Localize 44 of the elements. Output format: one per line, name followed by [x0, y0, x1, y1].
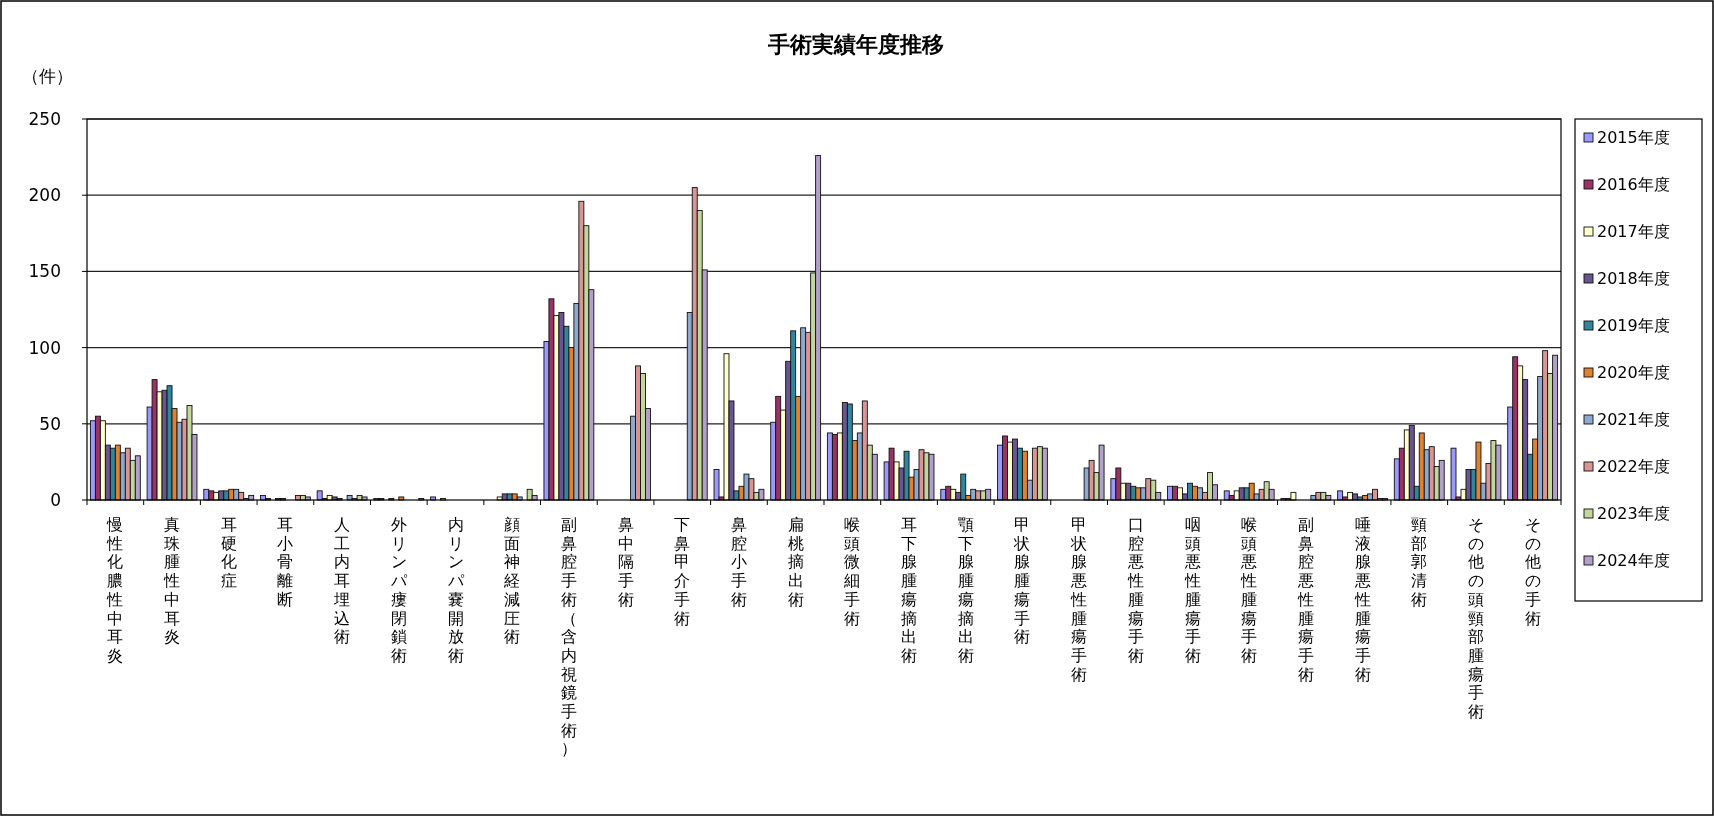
y-tick-label: 50: [39, 413, 61, 434]
y-tick-label: 250: [28, 109, 61, 129]
legend-label: 2024年度: [1597, 551, 1670, 570]
x-tick-label: 扁桃摘出術: [787, 515, 804, 609]
chart-title: 手術実績年度推移: [767, 32, 944, 57]
x-tick-label: 鼻中隔手術: [617, 515, 634, 609]
y-tick-label: 100: [28, 337, 61, 358]
legend-label: 2022年度: [1597, 457, 1670, 476]
legend-label: 2017年度: [1597, 222, 1670, 241]
x-tick-label: 喉頭悪性腫瘍手術: [1240, 515, 1258, 665]
x-tick-label: 内リンパ嚢開放術: [446, 515, 465, 665]
category-label: 副鼻腔悪性腫瘍手術: [1297, 515, 1314, 684]
legend-label: 2023年度: [1597, 504, 1670, 523]
legend-label: 2015年度: [1597, 128, 1670, 147]
x-tick-label: 口腔悪性腫瘍手術: [1126, 515, 1144, 665]
x-tick-label: 顎下腺腫瘍摘出術: [957, 515, 974, 665]
legend-label: 2019年度: [1597, 316, 1670, 335]
y-axis-title: （件）: [22, 66, 73, 86]
category-label: 唾液腺悪性腫瘍手術: [1354, 515, 1371, 684]
legend-label: 2020年度: [1597, 363, 1670, 382]
category-label: 副鼻腔手術（含内視鏡手術）: [560, 515, 577, 759]
x-tick-label: 顔面神経減圧術: [503, 515, 521, 647]
x-tick-label: 人工内耳埋込術: [333, 515, 351, 647]
x-tick-label: 慢性化膿性中耳炎: [106, 515, 124, 665]
category-label: その他の頭頸部腫瘍手術: [1467, 515, 1484, 721]
legend-label: 2016年度: [1597, 175, 1670, 194]
x-tick-label: 咽頭悪性腫瘍手術: [1183, 515, 1201, 665]
x-tick-label: 耳小骨離断: [277, 515, 294, 609]
x-tick-label: 下鼻甲介手術: [674, 515, 691, 628]
legend-label: 2018年度: [1597, 269, 1670, 288]
legend-label: 2021年度: [1597, 410, 1670, 429]
x-tick-label: 頸部郭清術: [1411, 515, 1428, 609]
x-tick-label: その他の手術: [1524, 515, 1541, 628]
x-tick-label: 甲状腺腫瘍手術: [1013, 515, 1031, 647]
x-tick-label: 真珠腫性中耳炎: [163, 515, 181, 647]
x-tick-label: 耳下腺腫瘍摘出術: [901, 515, 918, 665]
category-label: 甲状腺悪性腫瘍手術: [1071, 515, 1088, 684]
y-tick-label: 200: [28, 185, 61, 206]
x-tick-label: 喉頭微細手術: [843, 515, 861, 628]
x-tick-label: 鼻腔小手術: [730, 515, 747, 609]
x-tick-label: 耳硬化症: [220, 515, 237, 591]
x-tick-label: 外リンパ瘻閉鎖術: [389, 515, 408, 665]
y-tick-label: 150: [28, 261, 61, 282]
y-tick-label: 0: [50, 490, 61, 510]
